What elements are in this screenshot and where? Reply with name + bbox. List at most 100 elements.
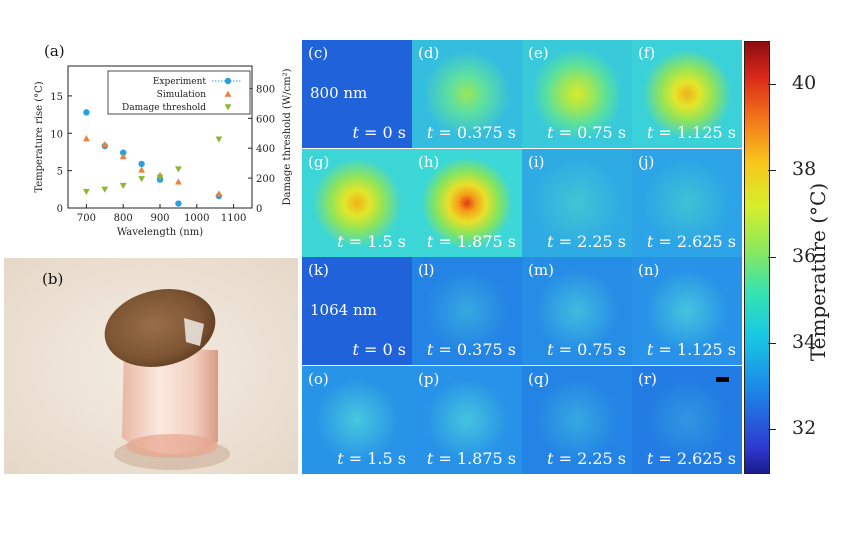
tile-time-value: 2.25 s [577, 448, 626, 468]
tile-time-value: 0.75 s [577, 340, 626, 359]
y2-tick-label: 200 [256, 174, 275, 185]
tile-time: t = 2.625 s [646, 448, 736, 468]
tile-label: (e) [528, 44, 549, 62]
tile-label: (d) [418, 44, 440, 62]
legend-entry: Experiment [153, 77, 207, 87]
colorbar-tick [768, 342, 776, 344]
y-tick-label: 5 [57, 167, 63, 178]
colorbar-tick-label: 38 [792, 158, 817, 181]
y2-tick-label: 400 [256, 144, 275, 155]
tile-time-value: 0.375 s [456, 123, 516, 142]
tile-time: t = 0.375 s [426, 340, 516, 359]
panel-b-label: (b) [42, 270, 64, 288]
heatmap-tile: (j) t = 2.625 s [632, 148, 742, 257]
legend-marker [224, 77, 232, 85]
tile-time-value: 2.25 s [577, 231, 626, 251]
tile-label: (h) [418, 152, 440, 171]
heat-spot [422, 157, 512, 248]
y-axis-label: Temperature rise (°C) [34, 81, 45, 192]
legend-entry: Damage threshold [122, 103, 206, 113]
colorbar-label-text: Temperature (°C) [806, 182, 830, 362]
heat-spot [642, 49, 732, 139]
data-point [119, 153, 127, 160]
heatmap-tile: (c) t = 0 s 800 nm [302, 40, 412, 148]
tile-time: t = 1.5 s [337, 448, 406, 468]
data-point [83, 135, 90, 142]
colorbar-tick-label: 32 [792, 416, 817, 439]
tile-time: t = 2.25 s [547, 448, 626, 468]
wavelength-label: 1064 nm [310, 301, 377, 319]
tile-time: t = 2.625 s [646, 231, 736, 251]
tile-time: t = 1.875 s [426, 231, 516, 251]
tile-time: t = 1.125 s [646, 123, 736, 142]
tile-label: (m) [528, 261, 554, 279]
colorbar-tick-label: 36 [792, 244, 817, 267]
heatmap-tile: (p) t = 1.875 s [412, 365, 522, 474]
x-tick-label: 1000 [184, 213, 209, 224]
data-point [156, 174, 164, 181]
heat-spot [642, 157, 732, 248]
data-point [215, 190, 223, 197]
colorbar-tick [768, 256, 776, 258]
tile-time-value: 1.125 s [676, 123, 736, 142]
tile-time-value: 0.375 s [456, 340, 516, 359]
heatmap-tile: (h) t = 1.875 s [412, 148, 522, 257]
tile-label: (j) [638, 152, 655, 171]
heat-spot [532, 266, 622, 356]
y-tick-label: 0 [57, 204, 63, 215]
heatmap-tile: (g) t = 1.5 s [302, 148, 412, 257]
tile-label: (f) [638, 44, 656, 62]
legend-marker [224, 90, 232, 97]
colorbar-tick [768, 170, 776, 172]
scale-bar [716, 376, 729, 382]
tile-time: t = 1.5 s [337, 231, 406, 251]
data-point [83, 188, 90, 195]
tile-time: t = 0 s [352, 340, 407, 359]
x-axis-label: Wavelength (nm) [117, 227, 203, 238]
colorbar-label: Temperature (°C) [806, 183, 830, 361]
y-tick-label: 10 [50, 129, 63, 140]
tile-time-value: 2.625 s [676, 448, 736, 468]
data-point [175, 178, 182, 185]
heatmap-tile: (q) t = 2.25 s [522, 365, 632, 474]
tile-time-value: 1.5 s [367, 231, 406, 251]
tile-time: t = 0.75 s [547, 340, 626, 359]
heatmap-tile: (e) t = 0.75 s [522, 40, 632, 148]
heat-spot [642, 266, 732, 356]
data-point [138, 166, 145, 173]
data-point [101, 141, 109, 148]
heatmap-tile: (l) t = 0.375 s [412, 257, 522, 365]
heatmap-grid: (c) t = 0 s 800 nm (d) t = 0.375 s (e) t = 0.7… [302, 40, 742, 474]
heat-spot [312, 374, 402, 465]
legend-marker [224, 104, 232, 111]
temperature-rise-chart: 700 800 900 1000 1100 0 5 10 15 0 200 400 600 800 Wave… [34, 65, 293, 238]
heat-spot [312, 157, 402, 248]
tile-label: (q) [528, 369, 550, 388]
tile-time-value: 1.875 s [456, 231, 516, 251]
data-point [119, 182, 127, 189]
data-point [175, 166, 182, 173]
tile-time-value: 1.5 s [367, 448, 406, 468]
panel-a-label: (a) [44, 42, 65, 60]
heatmap-tile: (m) t = 0.75 s [522, 257, 632, 365]
panel-a: (a) 700 800 900 1000 1100 0 5 10 15 0 200 400 600 800… [0, 36, 300, 250]
tile-time: t = 0 s [352, 123, 407, 142]
data-point [138, 160, 145, 168]
heat-spot [532, 374, 622, 465]
tile-time-value: 0 s [382, 123, 406, 142]
tile-time-value: 0 s [382, 340, 406, 359]
heat-spot [422, 266, 512, 356]
heat-spot [642, 374, 732, 465]
tile-time: t = 0.75 s [547, 123, 626, 142]
heatmap-tile: (n) t = 1.125 s [632, 257, 742, 365]
heatmap-tile: (o) t = 1.5 s [302, 365, 412, 474]
colorbar [744, 41, 770, 474]
y2-tick-label: 600 [256, 114, 275, 125]
colorbar-tick-label: 34 [792, 330, 817, 353]
data-point [175, 200, 182, 207]
tile-label: (p) [418, 369, 440, 388]
tile-label: (r) [638, 369, 657, 388]
tile-time: t = 1.875 s [426, 448, 516, 468]
heatmap-tile: (d) t = 0.375 s [412, 40, 522, 148]
colorbar-ticks: 32 34 36 38 40 [768, 41, 828, 472]
